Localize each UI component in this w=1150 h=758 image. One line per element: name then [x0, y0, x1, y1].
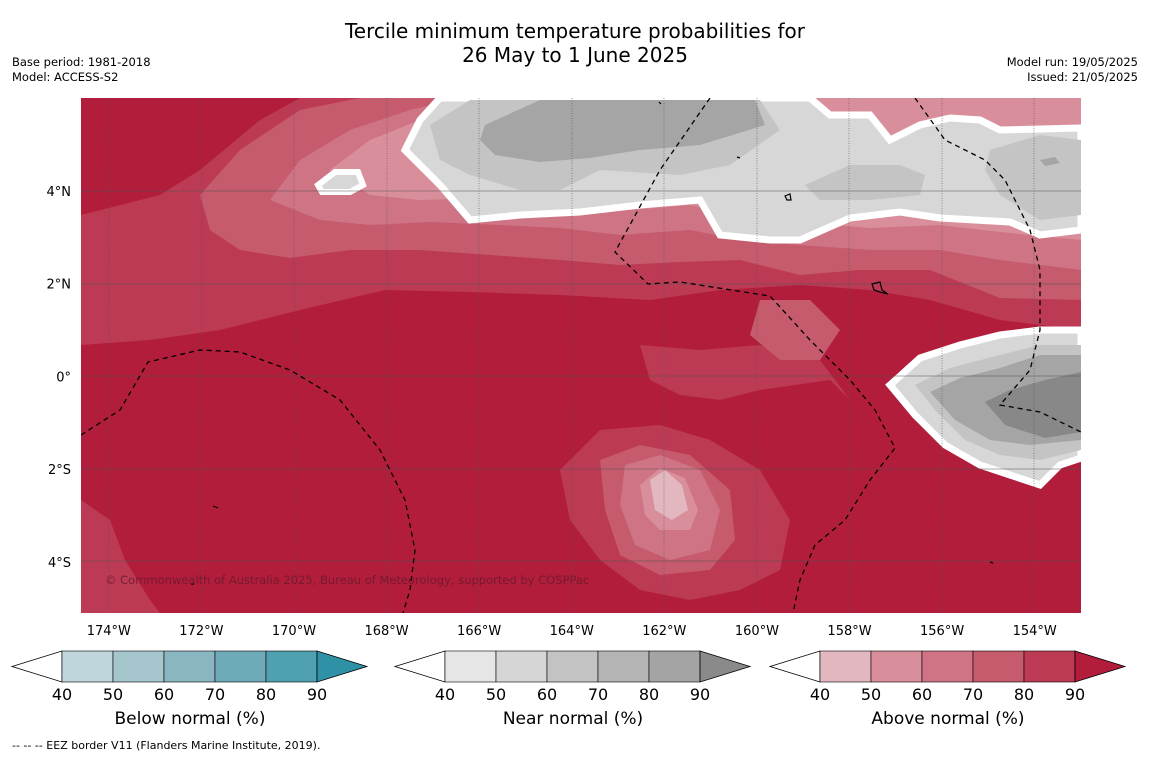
attribution-text: © Commonwealth of Australia 2025, Bureau…: [105, 573, 589, 587]
colorbar-segment: [870, 650, 923, 683]
model-run-text: Model run: 19/05/2025: [1006, 55, 1138, 69]
eez-borders: [81, 98, 1081, 613]
colorbar-tick: 40: [52, 685, 72, 704]
latitude-labels: 4°N 2°N 0° 2°S 4°S: [47, 185, 72, 571]
colorbar-tick: 70: [963, 685, 983, 704]
lat-label: 2°N: [47, 278, 72, 293]
colorbar-segment: [112, 650, 165, 683]
gridlines: [108, 98, 1035, 613]
lon-label: 158°W: [827, 624, 871, 639]
near-normal-label: Near normal (%): [502, 709, 644, 729]
colorbar-segment: [1023, 650, 1076, 683]
colorbar-segment: [163, 650, 216, 683]
colorbar-tick: 50: [861, 685, 881, 704]
lat-label: 0°: [56, 370, 71, 385]
eez-footnote: -- -- -- EEZ border V11 (Flanders Marine…: [12, 739, 321, 752]
islands: [191, 101, 994, 585]
colorbar-tick: 80: [256, 685, 276, 704]
lon-label: 162°W: [642, 624, 686, 639]
lat-label: 4°S: [48, 556, 71, 571]
colorbar-tick: 50: [486, 685, 506, 704]
base-period-text: Base period: 1981-2018: [12, 55, 151, 69]
lat-label: 4°N: [47, 185, 72, 200]
meta-right: Model run: 19/05/2025 Issued: 21/05/2025: [1007, 55, 1138, 85]
field-near-top-60: [480, 100, 765, 162]
colorbar-tick: 70: [205, 685, 225, 704]
lon-label: 172°W: [179, 624, 223, 639]
colorbar-tick: 50: [103, 685, 123, 704]
colorbar-tick: 40: [810, 685, 830, 704]
meta-left: Base period: 1981-2018 Model: ACCESS-S2: [12, 55, 151, 85]
colorbar-segment: [444, 650, 497, 683]
colorbar-segment: [921, 650, 974, 683]
colorbars: 40 50 60 70 80 90 40 50 60 70 80 90 40 50 60 70 80 90: [10, 650, 1127, 704]
colorbar-segment: [597, 650, 650, 683]
above-normal-label: Above normal (%): [871, 709, 1025, 729]
colorbar-high-arrow: [1074, 650, 1127, 683]
lon-label: 160°W: [735, 624, 779, 639]
colorbar-tick: 70: [588, 685, 608, 704]
colorbar-tick: 80: [639, 685, 659, 704]
colorbar-segment: [61, 650, 114, 683]
lat-label: 2°S: [48, 463, 71, 478]
below-normal-label: Below normal (%): [114, 709, 266, 729]
map-title: Tercile minimum temperature probabilitie…: [0, 19, 1150, 67]
field-near-spot: [1040, 157, 1060, 166]
field-above-40: [650, 470, 688, 520]
field-near-white-pocket: [314, 169, 367, 195]
colorbar-tick: 90: [690, 685, 710, 704]
colorbar-low-arrow: [393, 650, 446, 683]
lon-label: 154°W: [1013, 624, 1057, 639]
lon-label: 168°W: [364, 624, 408, 639]
field-near-right-70: [985, 372, 1081, 438]
lat-gridlines: [81, 190, 1081, 562]
title-line-1: Tercile minimum temperature probabilitie…: [344, 19, 806, 43]
colorbar-high-arrow: [699, 650, 752, 683]
colorbar-segment: [819, 650, 872, 683]
colorbar-segment: [648, 650, 701, 683]
colorbar: 40 50 60 70 80 90: [768, 650, 1127, 704]
colorbar-tick: 60: [912, 685, 932, 704]
lon-label: 174°W: [87, 624, 131, 639]
colorbar-tick: 80: [1014, 685, 1034, 704]
field-near-top-right-50: [985, 135, 1081, 220]
colorbar-tick: 40: [435, 685, 455, 704]
colorbar-tick: 90: [307, 685, 327, 704]
lon-label: 166°W: [457, 624, 501, 639]
colorbar-high-arrow: [316, 650, 369, 683]
colorbar-segment: [265, 650, 318, 683]
colorbar-segment: [495, 650, 548, 683]
lon-label: 170°W: [272, 624, 316, 639]
colorbar-tick: 60: [537, 685, 557, 704]
colorbar-low-arrow: [10, 650, 63, 683]
colorbar-segment: [546, 650, 599, 683]
issued-text: Issued: 21/05/2025: [1027, 70, 1138, 84]
colorbar-low-arrow: [768, 650, 821, 683]
colorbar: 40 50 60 70 80 90: [10, 650, 369, 704]
colorbar: 40 50 60 70 80 90: [393, 650, 752, 704]
colorbar-tick: 90: [1065, 685, 1085, 704]
lon-label: 164°W: [550, 624, 594, 639]
lon-label: 156°W: [920, 624, 964, 639]
colorbar-tick: 60: [154, 685, 174, 704]
longitude-labels: 174°W 172°W 170°W 168°W 166°W 164°W 162°W 160°W…: [87, 624, 1057, 639]
map-field: © Commonwealth of Australia 2025, Bureau…: [81, 98, 1081, 613]
title-line-2: 26 May to 1 June 2025: [462, 43, 688, 67]
model-text: Model: ACCESS-S2: [12, 70, 119, 84]
colorbar-segment: [972, 650, 1025, 683]
colorbar-segment: [214, 650, 267, 683]
